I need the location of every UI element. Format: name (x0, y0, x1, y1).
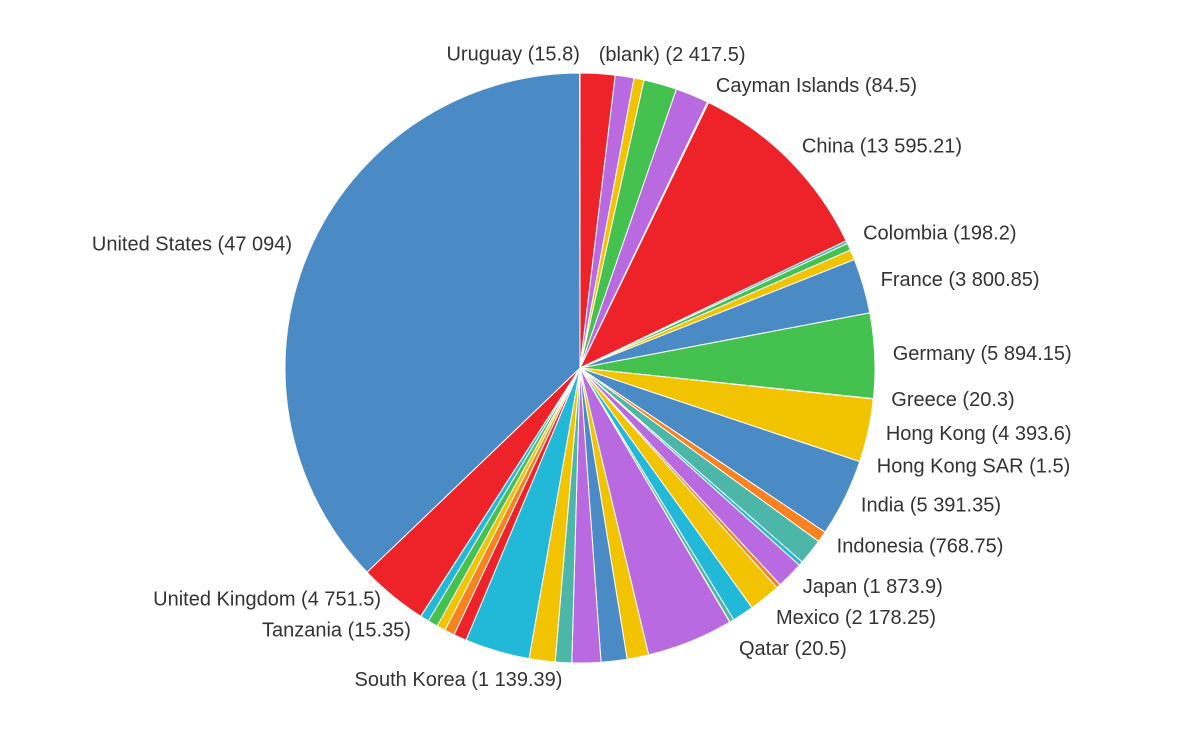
slice-label: India (5 391.35) (861, 494, 1001, 516)
slice-label: Japan (1 873.9) (803, 576, 943, 598)
slice-label: Uruguay (15.8) (446, 43, 579, 65)
slice-label: Tanzania (15.35) (262, 620, 411, 642)
slice-label: (blank) (2 417.5) (599, 44, 746, 66)
slice-label: France (3 800.85) (881, 269, 1040, 291)
slice-label: Cayman Islands (84.5) (716, 75, 917, 97)
slice-label: Hong Kong SAR (1.5) (877, 456, 1070, 478)
slice-label: China (13 595.21) (802, 136, 962, 158)
slice-label: Indonesia (768.75) (837, 535, 1004, 557)
slice-label: Germany (5 894.15) (893, 343, 1072, 365)
slice-label: United States (47 094) (92, 234, 292, 256)
slice-label: South Korea (1 139.39) (355, 669, 563, 691)
slice-label: Mexico (2 178.25) (776, 607, 936, 629)
slice-label: Colombia (198.2) (863, 223, 1016, 245)
slice-label: Qatar (20.5) (739, 638, 847, 660)
slice-label: United Kingdom (4 751.5) (153, 589, 381, 611)
slice-label: Hong Kong (4 393.6) (886, 423, 1072, 445)
slice-label: Greece (20.3) (891, 389, 1014, 411)
